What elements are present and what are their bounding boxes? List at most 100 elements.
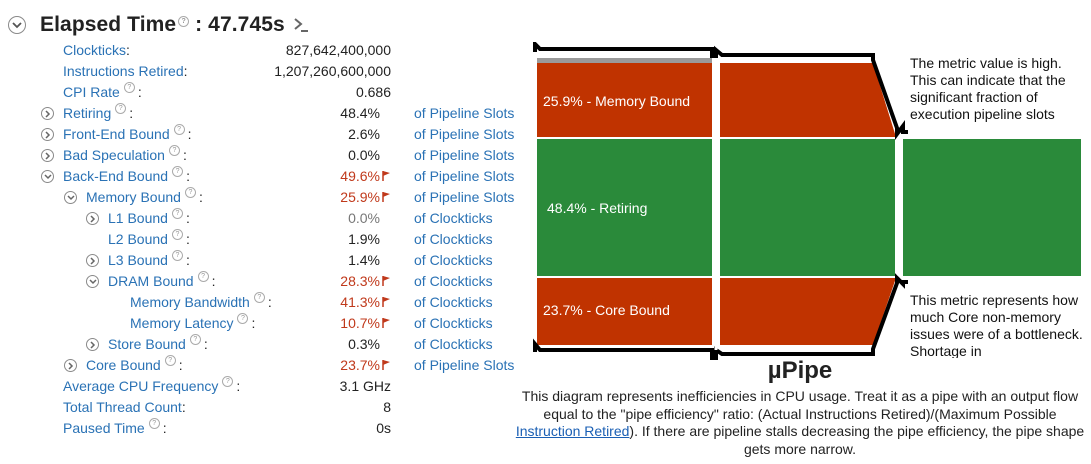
metric-label-text[interactable]: Core Bound [86, 357, 161, 373]
metric-unit-link[interactable]: of Pipeline Slots [414, 105, 515, 121]
metric-unit-link[interactable]: of Clockticks [414, 315, 493, 331]
warning-flag-icon[interactable] [382, 313, 391, 334]
metric-unit-link[interactable]: of Pipeline Slots [414, 189, 515, 205]
help-icon[interactable]: ? [168, 145, 180, 156]
help-icon[interactable]: ? [184, 187, 196, 198]
metric-label-text[interactable]: Back-End Bound [63, 168, 169, 184]
metric-unit-link[interactable]: of Clockticks [414, 273, 493, 289]
expand-bad-speculation-button[interactable] [41, 149, 54, 162]
chevron-down-icon [88, 278, 97, 284]
metric-unit-link[interactable]: of Clockticks [414, 294, 493, 310]
warning-flag-icon[interactable] [382, 187, 391, 208]
label-colon: : [211, 273, 216, 289]
metric-unit-link[interactable]: of Clockticks [414, 252, 493, 268]
metric-unit-link[interactable]: of Pipeline Slots [414, 147, 515, 163]
metric-value-text: 23.7% [340, 357, 380, 373]
metric-row-paused-time: Paused Time?: 0s [0, 418, 520, 439]
metric-unit-link[interactable]: of Clockticks [414, 210, 493, 226]
metric-row-store-bound: Store Bound?: 0.3% of Clockticks [0, 334, 520, 355]
metric-label[interactable]: Front-End Bound?: [63, 124, 192, 145]
metric-unit-link[interactable]: of Clockticks [414, 336, 493, 352]
collapse-memory-bound-button[interactable] [64, 191, 77, 204]
metric-label[interactable]: L2 Bound?: [108, 229, 190, 250]
metric-unit-link[interactable]: of Clockticks [414, 231, 493, 247]
metric-label-text[interactable]: Clockticks [63, 42, 127, 58]
expand-l1-bound-button[interactable] [86, 212, 99, 225]
instruction-retired-link[interactable]: Instruction Retired [515, 423, 630, 439]
memory-bound-segment[interactable] [537, 63, 712, 137]
metric-label[interactable]: L1 Bound?: [108, 208, 190, 229]
metric-label[interactable]: Memory Latency?: [130, 313, 255, 334]
metric-row-memory-bound: Memory Bound?: 25.9% of Pipeline Slots [0, 187, 520, 208]
metric-label-text[interactable]: L1 Bound [108, 210, 168, 226]
metric-label-text[interactable]: Memory Bound [86, 189, 181, 205]
help-icon[interactable]: ? [178, 16, 190, 27]
warning-flag-icon[interactable] [382, 355, 391, 376]
expand-retiring-button[interactable] [41, 107, 54, 120]
metric-label[interactable]: DRAM Bound?: [108, 271, 215, 292]
metric-label[interactable]: Paused Time?: [63, 418, 167, 439]
metric-label-text[interactable]: L3 Bound [108, 252, 168, 268]
help-icon[interactable]: ? [173, 124, 185, 135]
metric-unit-link[interactable]: of Pipeline Slots [414, 168, 515, 184]
metric-row-dram-bound: DRAM Bound?: 28.3% of Clockticks [0, 271, 520, 292]
expand-store-bound-button[interactable] [86, 338, 99, 351]
metric-label[interactable]: Back-End Bound?: [63, 166, 190, 187]
metric-label[interactable]: Instructions Retired: [63, 61, 188, 82]
metric-label-text[interactable]: Paused Time [63, 420, 145, 436]
metric-label[interactable]: Clockticks: [63, 40, 130, 61]
help-icon[interactable]: ? [237, 313, 249, 324]
expand-front-end-bound-button[interactable] [41, 128, 54, 141]
metric-row-cpi-rate: CPI Rate?: 0.686 [0, 82, 520, 103]
help-icon[interactable]: ? [123, 82, 135, 93]
help-icon[interactable]: ? [164, 355, 176, 366]
metric-label-text[interactable]: L2 Bound [108, 231, 168, 247]
metric-label[interactable]: Store Bound?: [108, 334, 208, 355]
metric-value-text: 0.686 [355, 84, 391, 100]
metric-label[interactable]: Average CPU Frequency?: [63, 376, 240, 397]
core-bound-segment[interactable] [537, 278, 712, 345]
help-icon[interactable]: ? [115, 103, 127, 114]
metric-label-text[interactable]: Store Bound [108, 336, 186, 352]
metric-label[interactable]: Total Thread Count: [63, 397, 186, 418]
warning-flag-icon[interactable] [382, 166, 391, 187]
help-icon[interactable]: ? [148, 418, 160, 429]
expand-l3-bound-button[interactable] [86, 254, 99, 267]
help-icon[interactable]: ? [172, 166, 184, 177]
metric-label[interactable]: L3 Bound?: [108, 250, 190, 271]
metric-label[interactable]: Retiring?: [63, 103, 133, 124]
retiring-segment[interactable] [537, 139, 712, 276]
help-icon[interactable]: ? [253, 292, 265, 303]
collapse-elapsed-time-button[interactable] [8, 16, 26, 34]
help-icon[interactable]: ? [189, 334, 201, 345]
metric-unit-link[interactable]: of Pipeline Slots [414, 357, 515, 373]
metric-label-text[interactable]: Bad Speculation [63, 147, 165, 163]
metric-label-text[interactable]: Front-End Bound [63, 126, 170, 142]
metric-label[interactable]: CPI Rate?: [63, 82, 142, 103]
collapse-back-end-bound-button[interactable] [41, 170, 54, 183]
expand-core-bound-button[interactable] [64, 359, 77, 372]
metric-label[interactable]: Bad Speculation?: [63, 145, 187, 166]
elapsed-time-value: : 47.745s [195, 13, 285, 36]
help-icon[interactable]: ? [171, 229, 183, 240]
terminal-icon[interactable] [293, 18, 309, 32]
help-icon[interactable]: ? [171, 208, 183, 219]
metric-label-text[interactable]: Instructions Retired [63, 63, 184, 79]
help-icon[interactable]: ? [171, 250, 183, 261]
metric-label[interactable]: Memory Bandwidth?: [130, 292, 272, 313]
help-icon[interactable]: ? [197, 271, 209, 282]
metric-label[interactable]: Memory Bound?: [86, 187, 203, 208]
warning-flag-icon[interactable] [382, 292, 391, 313]
metric-label-text[interactable]: Memory Latency [130, 315, 234, 331]
metric-label-text[interactable]: DRAM Bound [108, 273, 194, 289]
metric-label[interactable]: Core Bound?: [86, 355, 183, 376]
metric-label-text[interactable]: Retiring [63, 105, 112, 121]
metric-label-text[interactable]: CPI Rate [63, 84, 120, 100]
warning-flag-icon[interactable] [382, 271, 391, 292]
metric-label-text[interactable]: Memory Bandwidth [130, 294, 250, 310]
metric-unit-link[interactable]: of Pipeline Slots [414, 126, 515, 142]
help-icon[interactable]: ? [222, 376, 234, 387]
metric-label-text[interactable]: Average CPU Frequency [63, 378, 219, 394]
metric-label-text[interactable]: Total Thread Count [63, 399, 182, 415]
collapse-dram-bound-button[interactable] [86, 275, 99, 288]
